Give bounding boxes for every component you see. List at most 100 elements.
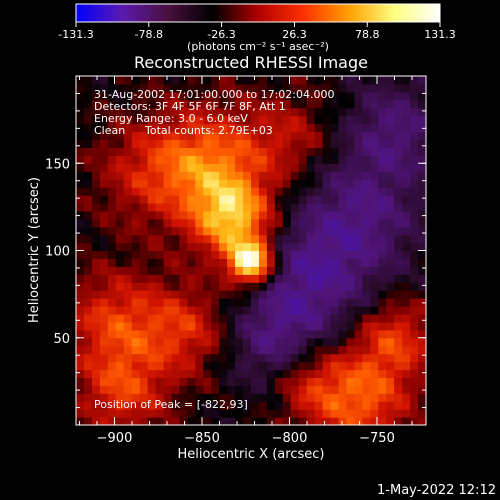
heatmap-cell <box>330 99 340 109</box>
heatmap-cell <box>386 171 395 180</box>
heatmap-cell <box>187 417 196 425</box>
heatmap-cell <box>235 139 244 148</box>
heatmap-cell <box>346 313 356 323</box>
heatmap-cell <box>91 369 101 379</box>
heatmap-cell <box>258 131 268 141</box>
heatmap-cell <box>386 194 395 204</box>
heatmap-cell <box>298 107 308 117</box>
heatmap-cell <box>418 194 426 204</box>
colorbar-tick-label: -131.3 <box>58 28 93 41</box>
heatmap-cell <box>378 282 387 291</box>
heatmap-cell <box>251 115 260 125</box>
heatmap-cell <box>123 163 133 172</box>
heatmap-cell <box>211 321 220 331</box>
heatmap-cell <box>410 321 419 331</box>
heatmap-cell <box>163 313 173 323</box>
heatmap-cell <box>314 329 324 339</box>
heatmap-cell <box>322 266 332 275</box>
heatmap-cell <box>76 409 85 418</box>
heatmap-cell <box>91 361 101 371</box>
heatmap-cell <box>282 107 292 117</box>
heatmap-cell <box>354 147 363 156</box>
y-tick-label: 150 <box>45 157 70 172</box>
heatmap-cell <box>410 258 419 267</box>
heatmap-cell <box>123 123 133 133</box>
heatmap-cell <box>330 194 340 204</box>
heatmap-cell <box>290 290 300 299</box>
heatmap-cell <box>378 258 387 267</box>
heatmap-cell <box>219 353 228 363</box>
heatmap-cell <box>99 417 109 425</box>
heatmap-cell <box>322 274 332 283</box>
heatmap-cell <box>322 377 332 386</box>
heatmap-cell <box>330 401 340 410</box>
heatmap-cell <box>243 218 252 228</box>
heatmap-cell <box>290 266 300 275</box>
heatmap-cell <box>195 131 204 141</box>
heatmap-cell <box>139 282 149 291</box>
heatmap-cell <box>322 329 332 339</box>
heatmap-cell <box>163 369 173 379</box>
heatmap-cell <box>179 313 188 323</box>
heatmap-cell <box>123 76 133 85</box>
heatmap-cell <box>91 131 101 141</box>
heatmap-cell <box>99 377 109 386</box>
y-tick-label: 50 <box>53 332 70 347</box>
heatmap-cell <box>107 242 117 252</box>
heatmap-cell <box>155 345 165 355</box>
heatmap-cell <box>306 210 316 220</box>
heatmap-cell <box>99 91 109 101</box>
heatmap-cell <box>227 83 236 93</box>
heatmap-cell <box>418 83 426 93</box>
heatmap-cell <box>362 385 371 394</box>
heatmap-cell <box>338 306 348 315</box>
heatmap-cell <box>235 202 244 212</box>
heatmap-cell <box>330 329 340 339</box>
heatmap-cell <box>338 329 348 339</box>
heatmap-cell <box>338 282 348 291</box>
heatmap-cell <box>243 313 252 323</box>
heatmap-cell <box>386 298 395 307</box>
heatmap-cell <box>163 91 173 101</box>
heatmap-cell <box>171 290 181 299</box>
heatmap-cell <box>243 131 252 141</box>
heatmap-cell <box>402 234 411 244</box>
heatmap-cell <box>227 417 236 425</box>
heatmap-cell <box>306 329 316 339</box>
heatmap-cell <box>139 194 149 204</box>
heatmap-cell <box>410 369 419 379</box>
heatmap-cell <box>322 139 332 148</box>
heatmap-cell <box>179 337 188 347</box>
heatmap-cell <box>76 393 85 402</box>
heatmap-cell <box>290 99 300 109</box>
heatmap-cell <box>179 377 188 386</box>
heatmap-cell <box>123 258 133 267</box>
heatmap-cell <box>346 321 356 331</box>
heatmap-cell <box>203 361 212 371</box>
heatmap-cell <box>203 290 212 299</box>
heatmap-cell <box>115 306 125 315</box>
heatmap-cell <box>235 353 244 363</box>
heatmap-cell <box>251 99 260 109</box>
heatmap-cell <box>195 345 204 355</box>
heatmap-cell <box>99 155 109 164</box>
heatmap-cell <box>290 313 300 323</box>
heatmap-cell <box>163 115 173 125</box>
heatmap-cell <box>91 401 101 410</box>
heatmap-cell <box>107 99 117 109</box>
heatmap-cell <box>227 298 236 307</box>
heatmap-cell <box>195 290 204 299</box>
heatmap-cell <box>123 282 133 291</box>
heatmap-cell <box>282 115 292 125</box>
heatmap-cell <box>179 274 188 283</box>
heatmap-cell <box>139 218 149 228</box>
heatmap-cell <box>362 83 371 93</box>
heatmap-cell <box>306 321 316 331</box>
heatmap-cell <box>235 385 244 394</box>
heatmap-cell <box>115 258 125 267</box>
heatmap-cell <box>243 107 252 117</box>
heatmap-cell <box>378 179 387 188</box>
heatmap-cell <box>91 337 101 347</box>
heatmap-cell <box>266 361 276 371</box>
heatmap-cell <box>282 313 292 323</box>
